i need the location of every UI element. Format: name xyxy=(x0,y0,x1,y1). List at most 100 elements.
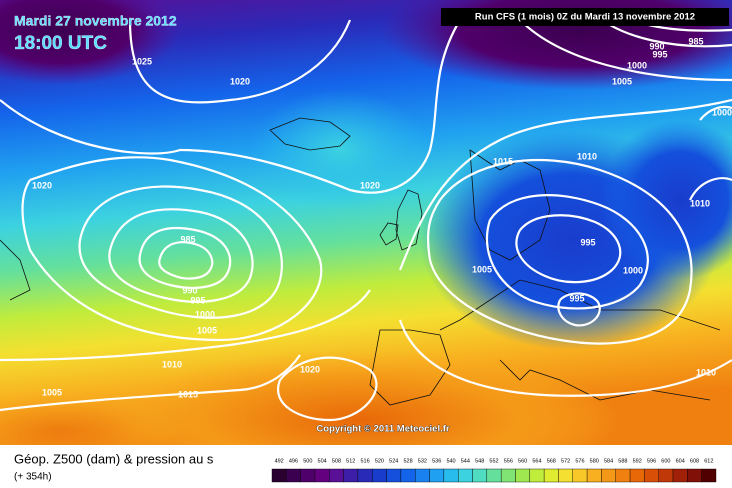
isobar-label: 1015 xyxy=(493,156,513,166)
scale-swatch xyxy=(443,468,459,483)
scale-swatch xyxy=(357,468,373,483)
scale-label: 516 xyxy=(361,458,370,464)
scale-label: 524 xyxy=(389,458,398,464)
scale-swatch xyxy=(500,468,516,483)
scale-swatch xyxy=(372,468,387,483)
scale-swatch xyxy=(529,468,545,483)
scale-swatch xyxy=(615,468,631,483)
scale-label: 512 xyxy=(346,458,355,464)
isobar-label: 990 xyxy=(649,41,664,51)
scale-label: 508 xyxy=(332,458,341,464)
scale-label: 504 xyxy=(318,458,327,464)
scale-label: 544 xyxy=(461,458,470,464)
isobar-label: 1000 xyxy=(712,107,732,117)
scale-label: 596 xyxy=(647,458,656,464)
scale-label: 536 xyxy=(432,458,441,464)
scale-swatch xyxy=(314,468,330,483)
scale-label: 604 xyxy=(676,458,685,464)
isobar-label: 1005 xyxy=(42,387,62,397)
scale-swatch xyxy=(687,468,702,483)
scale-swatch xyxy=(343,468,359,483)
isobar-label: 1020 xyxy=(32,180,52,190)
scale-label: 592 xyxy=(633,458,642,464)
isobars xyxy=(0,9,732,422)
scale-swatch xyxy=(543,468,559,483)
scale-swatch xyxy=(472,468,488,483)
scale-label: 520 xyxy=(375,458,384,464)
scale-swatch xyxy=(558,468,573,483)
isobar-label: 1020 xyxy=(360,180,380,190)
copyright: Copyright © 2011 Meteociel.fr xyxy=(316,424,449,435)
scale-swatch xyxy=(457,468,473,483)
map-time: 18:00 UTC xyxy=(14,33,107,54)
isobar-label: 1020 xyxy=(230,76,250,86)
isobar-label: 1020 xyxy=(300,364,320,374)
scale-label: 552 xyxy=(489,458,498,464)
scale-swatch xyxy=(515,468,531,483)
scale-swatch xyxy=(329,468,344,483)
isobar-label: 995 xyxy=(652,49,667,59)
scale-label: 556 xyxy=(504,458,513,464)
isobar-label: 1000 xyxy=(623,265,643,275)
scale-label: 600 xyxy=(661,458,670,464)
scale-label: 548 xyxy=(475,458,484,464)
scale-swatch xyxy=(271,468,287,483)
scale-swatch xyxy=(601,468,616,483)
scale-swatch xyxy=(672,468,688,483)
scale-label: 532 xyxy=(418,458,427,464)
isobar-label: 1010 xyxy=(577,151,597,161)
isobar-label: 1005 xyxy=(612,76,632,86)
scale-label: 496 xyxy=(289,458,298,464)
scale-swatch xyxy=(644,468,659,483)
scale-swatch xyxy=(572,468,588,483)
isobar-label: 1010 xyxy=(696,367,716,377)
scale-label: 608 xyxy=(690,458,699,464)
footer-lead: (+ 354h) xyxy=(14,472,52,483)
isobar-label: 985 xyxy=(688,36,703,46)
run-box xyxy=(441,8,729,26)
scale-label: 500 xyxy=(303,458,312,464)
scale-label: 564 xyxy=(532,458,541,464)
scale-swatch xyxy=(658,468,674,483)
scale-label: 572 xyxy=(561,458,570,464)
scale-swatch xyxy=(286,468,301,483)
scale-label: 588 xyxy=(618,458,627,464)
coastlines xyxy=(0,117,721,406)
isobar-label: 995 xyxy=(569,293,584,303)
isobar-label: 1015 xyxy=(178,389,198,399)
isobar-label: 1005 xyxy=(472,264,492,274)
footer-caption: Géop. Z500 (dam) & pression au s xyxy=(14,451,214,466)
isobar-label: 995 xyxy=(190,295,205,305)
isobar-label: 1010 xyxy=(162,359,182,369)
scale-label: 540 xyxy=(446,458,455,464)
scale-swatch xyxy=(629,468,645,483)
isobar-label: 995 xyxy=(580,237,595,247)
isobar-label: 990 xyxy=(182,285,197,295)
isobar-label: 1010 xyxy=(690,198,710,208)
scale-swatch xyxy=(386,468,402,483)
scale-swatch xyxy=(701,468,717,483)
scale-label: 568 xyxy=(547,458,556,464)
scale-label: 492 xyxy=(275,458,284,464)
scale-swatch xyxy=(586,468,602,483)
scale-swatch xyxy=(415,468,430,483)
scale-label: 560 xyxy=(518,458,527,464)
scale-label: 584 xyxy=(604,458,613,464)
isobar-label: 1025 xyxy=(132,56,152,66)
scale-swatch xyxy=(486,468,502,483)
scale-swatch xyxy=(400,468,416,483)
run-info: Run CFS (1 mois) 0Z du Mardi 13 novembre… xyxy=(475,12,695,23)
isobar-label: 1000 xyxy=(627,60,647,70)
scale-swatch xyxy=(429,468,445,483)
scale-label: 528 xyxy=(403,458,412,464)
scale-label: 612 xyxy=(704,458,713,464)
isobar-label: 1000 xyxy=(195,309,215,319)
scale-label: 580 xyxy=(590,458,599,464)
scale-swatch xyxy=(300,468,316,483)
scale-label: 576 xyxy=(575,458,584,464)
isobar-label: 985 xyxy=(180,234,195,244)
map-date: Mardi 27 novembre 2012 xyxy=(14,13,177,29)
